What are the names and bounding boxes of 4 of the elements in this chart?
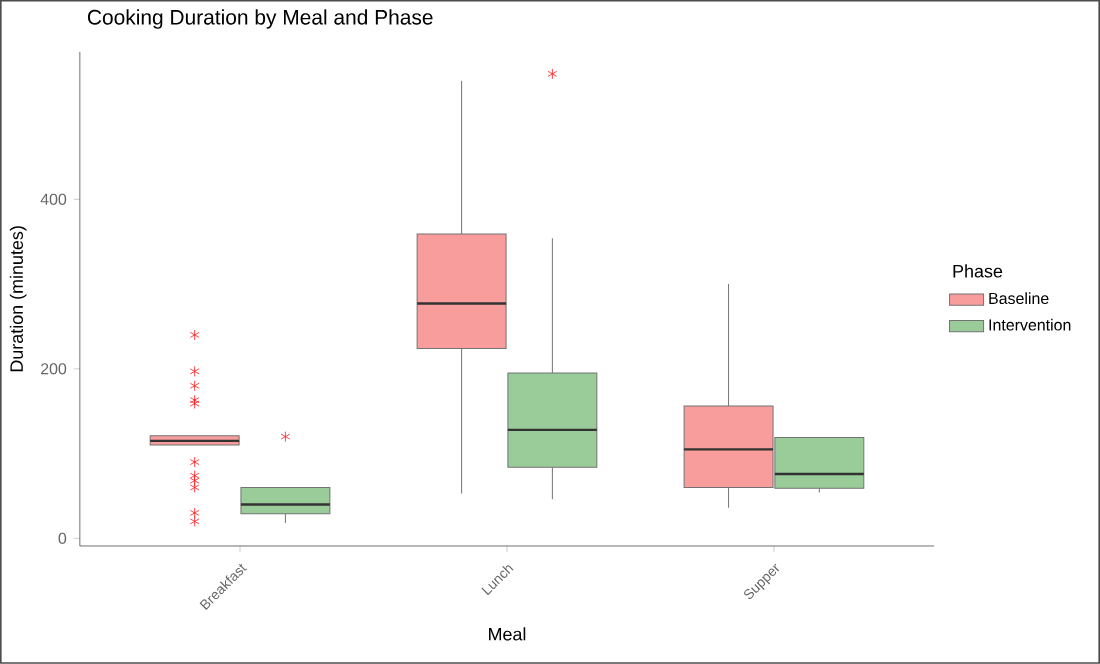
x-axis-title: Meal bbox=[489, 627, 526, 641]
legend-title: Phase bbox=[953, 264, 1003, 278]
chart-title: Cooking Duration by Meal and Phase bbox=[87, 9, 433, 29]
y-axis-title: Duration (minutes) bbox=[9, 226, 27, 372]
